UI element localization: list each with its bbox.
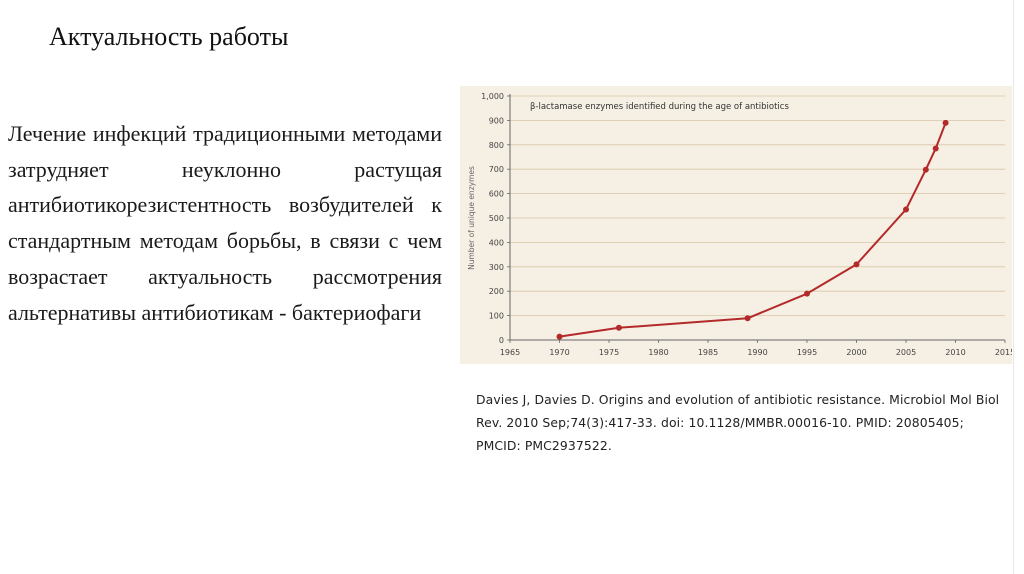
- x-tick-label: 1965: [500, 348, 520, 357]
- tick-labels: 0 100 200 300 400 500 600 700 800 900 1,000 1965 197…: [481, 92, 1012, 357]
- slide-title: Актуальность работы: [49, 22, 289, 51]
- slide-body-text: Лечение инфекций традиционными методами …: [8, 121, 442, 325]
- y-tick-label: 300: [489, 263, 504, 272]
- x-tick-label: 1970: [549, 348, 569, 357]
- x-tick-label: 1990: [747, 348, 767, 357]
- y-tick-label: 1,000: [481, 92, 504, 101]
- data-point: [903, 206, 909, 213]
- grid-lines: [510, 95, 1005, 317]
- y-tick-label: 900: [489, 116, 504, 125]
- beta-lactamase-chart: 0 100 200 300 400 500 600 700 800 900 1,000 1965 197…: [460, 86, 1012, 364]
- x-tick-label: 1985: [698, 348, 718, 357]
- y-tick-label: 600: [489, 190, 504, 199]
- data-point: [804, 290, 810, 297]
- data-point: [922, 166, 929, 173]
- data-point: [615, 324, 622, 331]
- x-tick-label: 2010: [945, 348, 965, 357]
- data-point: [932, 145, 939, 152]
- y-tick-label: 700: [489, 165, 504, 174]
- citation-text: Davies J, Davies D. Origins and evolutio…: [476, 392, 1000, 453]
- x-tick-label: 2000: [846, 348, 866, 357]
- x-tick-label: 1980: [648, 348, 668, 357]
- data-point: [744, 315, 751, 322]
- slide-edge-divider: [1013, 0, 1014, 574]
- y-tick-label: 200: [489, 287, 504, 296]
- axes: [507, 94, 1006, 343]
- y-tick-label: 400: [489, 238, 504, 247]
- y-axis-label: Number of unique enzymes: [467, 166, 476, 270]
- x-tick-label: 2015: [995, 348, 1012, 357]
- chart-title: β-lactamase enzymes identified during th…: [530, 102, 789, 112]
- y-tick-label: 0: [499, 336, 504, 345]
- x-tick-label: 1975: [599, 348, 619, 357]
- series-layer: [556, 119, 949, 340]
- series-line: [559, 122, 947, 338]
- data-point: [942, 119, 949, 126]
- chart-canvas: 0 100 200 300 400 500 600 700 800 900 1,000 1965 197…: [467, 92, 1012, 357]
- y-tick-label: 800: [489, 141, 504, 150]
- y-tick-label: 500: [489, 214, 504, 223]
- x-tick-label: 2005: [896, 348, 916, 357]
- x-tick-label: 1995: [797, 348, 817, 357]
- data-point: [556, 333, 563, 340]
- y-tick-label: 100: [489, 312, 504, 321]
- data-point: [853, 261, 860, 268]
